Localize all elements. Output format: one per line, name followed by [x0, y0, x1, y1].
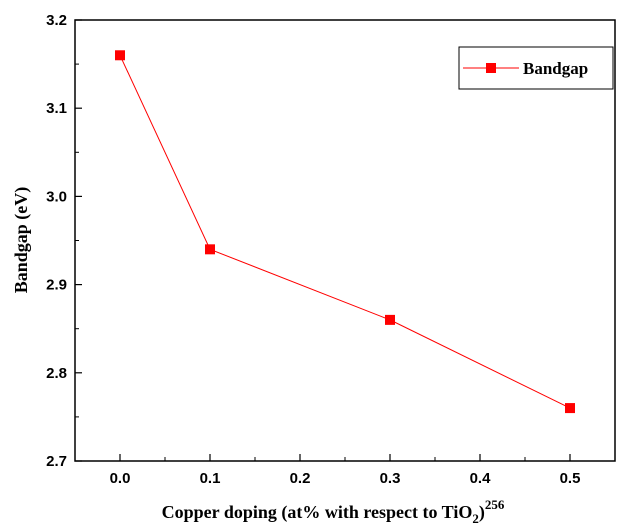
- y-tick-label: 2.9: [46, 277, 67, 294]
- x-tick-label: 0.4: [470, 470, 492, 487]
- legend: Bandgap: [458, 46, 614, 90]
- data-point: [205, 244, 215, 255]
- y-tick-label: 2.7: [46, 453, 67, 470]
- legend-label: Bandgap: [523, 59, 588, 78]
- y-axis-title: Bandgap (eV): [11, 187, 32, 294]
- x-tick-label: 0.2: [290, 470, 311, 487]
- data-markers: [115, 50, 575, 414]
- data-point: [565, 403, 575, 414]
- y-axis: 2.7 2.8 2.9 3.0 3.1 3.2: [46, 12, 82, 470]
- x-tick-label: 0.1: [200, 470, 221, 487]
- y-tick-label: 3.1: [46, 100, 67, 117]
- y-tick-label: 3.0: [46, 188, 67, 205]
- data-point: [115, 50, 125, 61]
- x-axis-title-superscript: 256: [485, 497, 505, 512]
- x-tick-label: 0.5: [560, 470, 581, 487]
- x-axis: 0.0 0.1 0.2 0.3 0.4 0.5: [110, 454, 581, 487]
- data-point: [385, 314, 395, 325]
- x-tick-label: 0.3: [380, 470, 401, 487]
- legend-marker: [486, 63, 496, 73]
- x-axis-title: Copper doping (at% with respect to TiO2)…: [162, 497, 505, 526]
- series-line-bandgap: [119, 55, 571, 409]
- x-axis-title-main: Copper doping (at% with respect to TiO: [162, 502, 473, 523]
- y-tick-label: 2.8: [46, 365, 67, 382]
- y-tick-label: 3.2: [46, 12, 67, 29]
- x-tick-label: 0.0: [110, 470, 131, 487]
- x-axis-title-suffix: ): [479, 502, 485, 523]
- x-axis-title-subscript: 2: [472, 511, 479, 526]
